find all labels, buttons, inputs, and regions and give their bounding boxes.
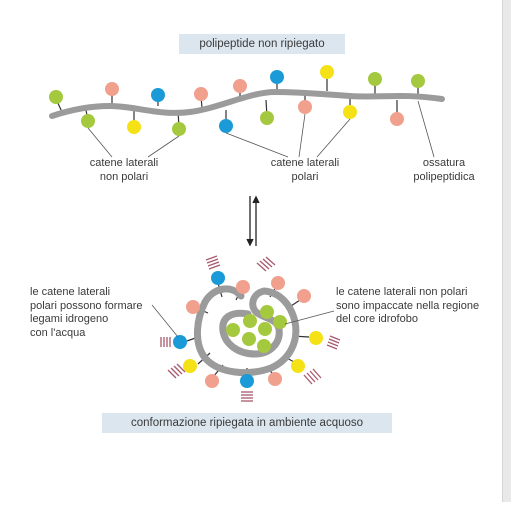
- folded-leader-lines: [151, 304, 335, 338]
- label-line: non polari: [99, 170, 149, 183]
- page-edge: [502, 0, 511, 502]
- label-nonpolar-core: le catene laterali non polari sono impac…: [336, 286, 479, 327]
- label-line: catene laterali: [89, 157, 159, 169]
- label-line: polari: [291, 170, 319, 183]
- folded-conformation-title: conformazione ripiegata in ambiente acqu…: [102, 413, 392, 433]
- folded-core-residues: [226, 305, 287, 353]
- label-line: le catene laterali: [30, 286, 111, 298]
- label-line: del core idrofobo: [336, 313, 418, 325]
- unfolded-polypeptide-title: polipeptide non ripiegato: [179, 34, 345, 54]
- water-hbond-stripes: [160, 255, 341, 402]
- label-line: ossatura: [422, 157, 466, 169]
- label-polar-side-chains: catene laterali polari: [262, 157, 348, 184]
- label-polar-hbond-water: le catene laterali polari possono formar…: [30, 286, 143, 340]
- label-backbone: ossatura polipeptidica: [400, 157, 488, 184]
- unfolded-backbone: [49, 88, 445, 119]
- label-line: catene laterali: [270, 157, 340, 169]
- label-line: polari possono formare: [30, 299, 143, 312]
- label-line: con l'acqua: [30, 326, 86, 339]
- unfolded-residues: [49, 65, 425, 136]
- label-line: sono impaccate nella regione: [336, 299, 480, 312]
- folded-polar-residues: [173, 271, 323, 388]
- label-line: legami idrogeno: [30, 313, 109, 325]
- label-line: le catene laterali non polari: [336, 286, 468, 298]
- unfolded-leader-lines: [87, 100, 435, 158]
- label-non-polar-side-chains: catene laterali non polari: [80, 157, 168, 184]
- folded-protein: [151, 255, 341, 402]
- folded-backbone: [194, 285, 300, 377]
- unfolded-polypeptide: [49, 65, 445, 158]
- equilibrium-arrows-icon: [246, 195, 260, 247]
- label-line: polipeptidica: [413, 170, 475, 183]
